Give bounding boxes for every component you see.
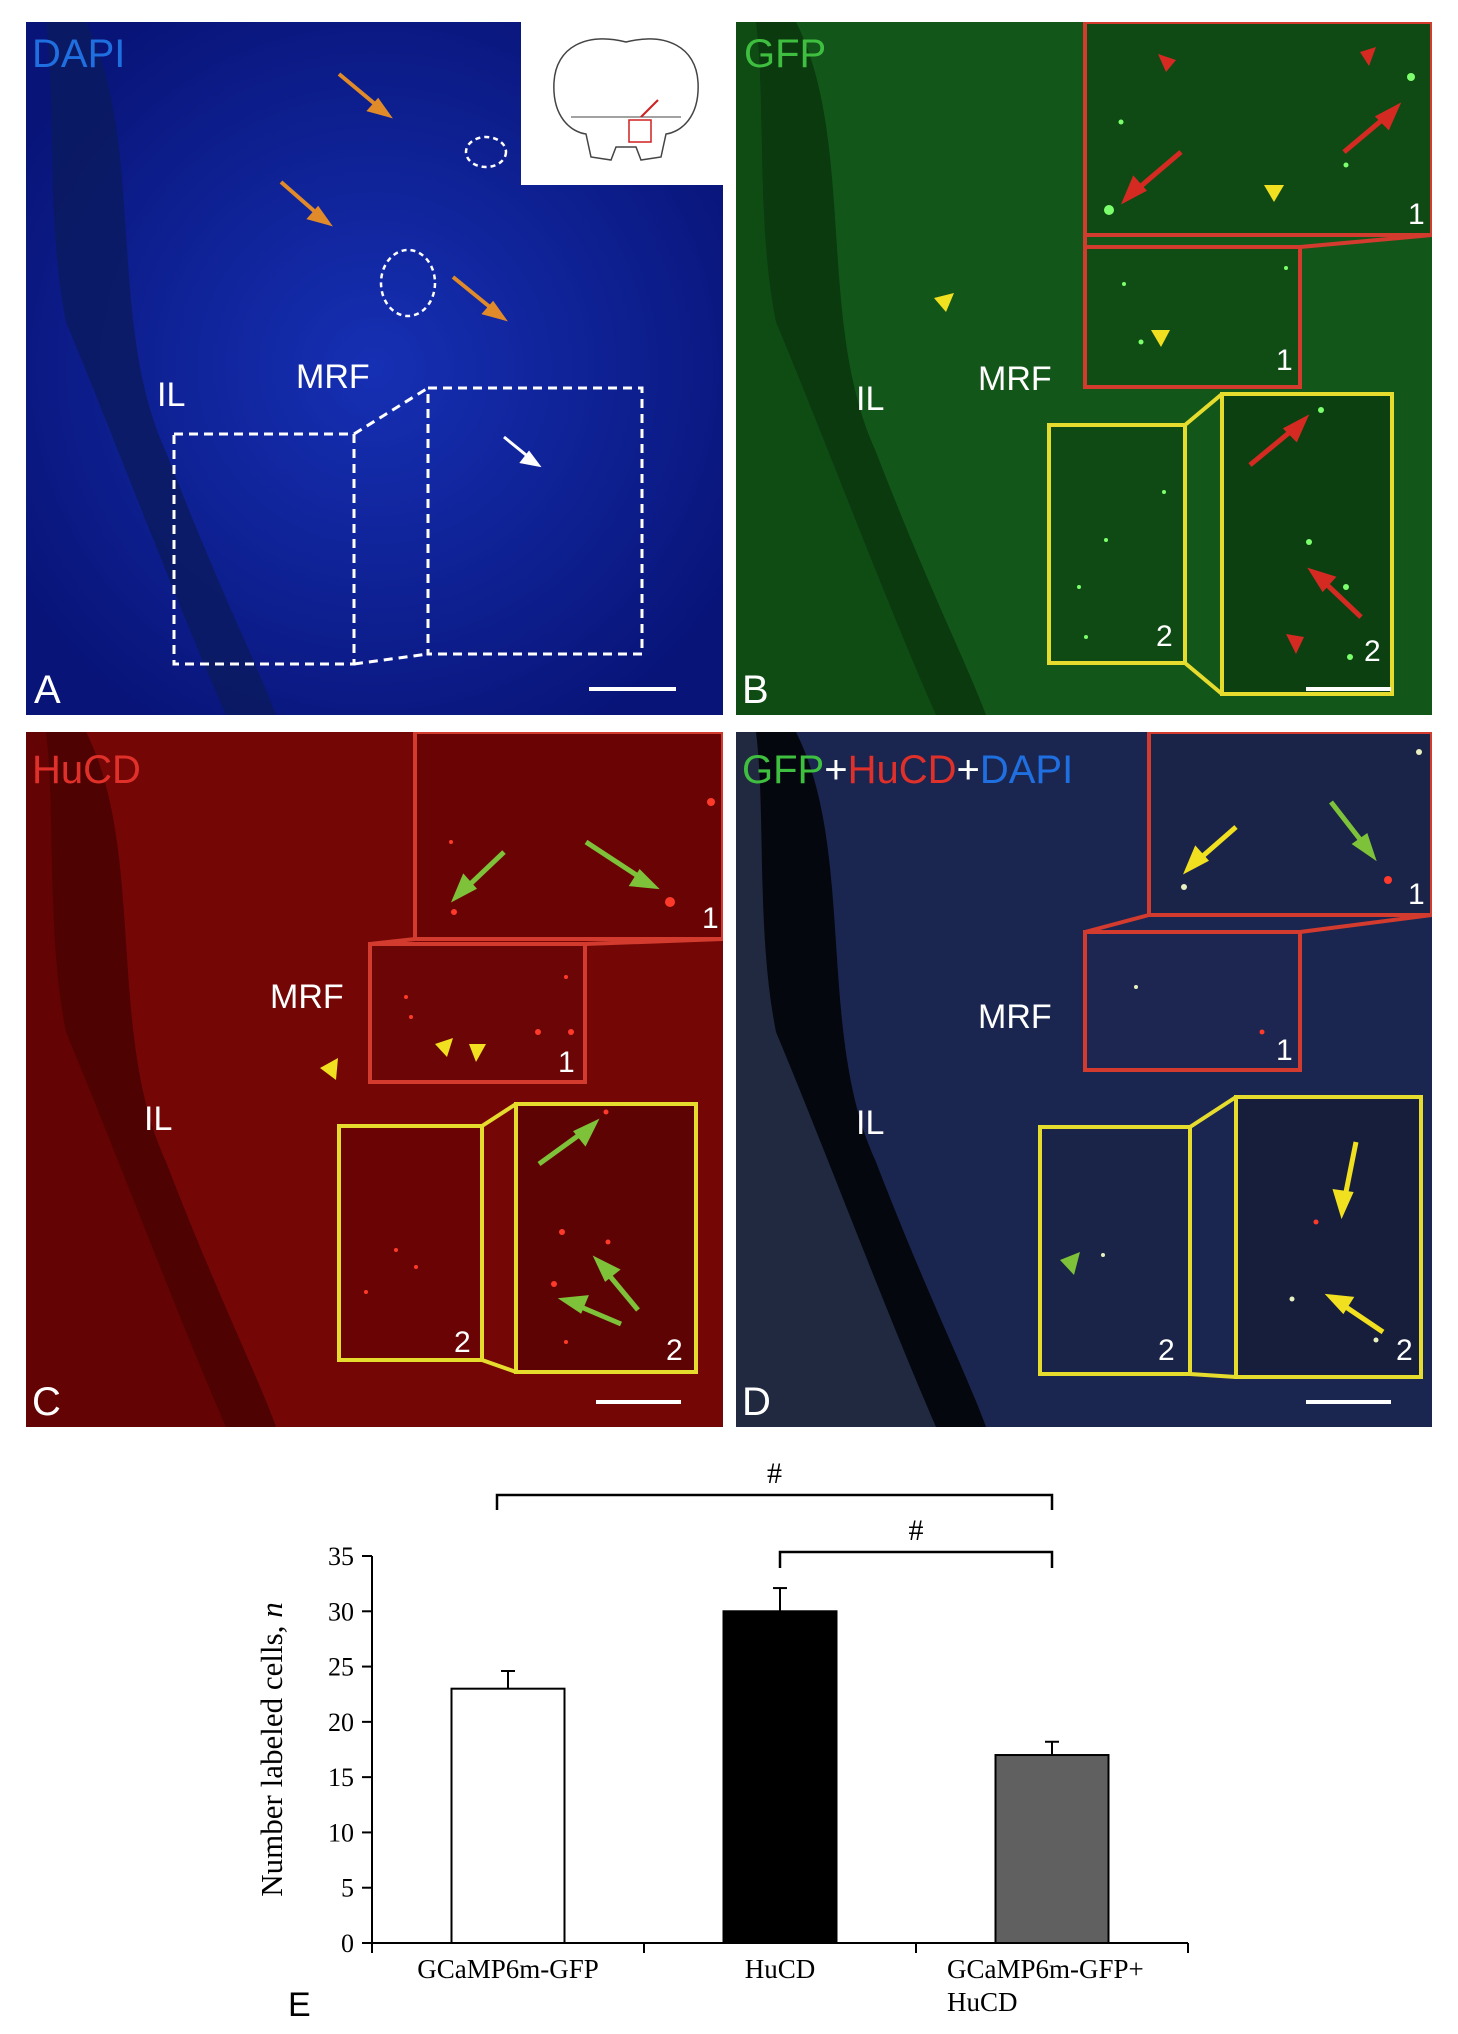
- yellow-arrows: [1182, 825, 1385, 1335]
- inset-number: 1: [1408, 878, 1425, 911]
- y-tick-label: 25: [328, 1653, 354, 1682]
- green-arrows: [450, 839, 660, 1327]
- region-label-il: IL: [856, 380, 885, 418]
- orange-arrows: [279, 72, 508, 322]
- panel-letter: D: [742, 1380, 771, 1424]
- dashed-roi-box: [172, 432, 356, 666]
- panel-d-image: [736, 732, 1432, 1427]
- inset-number: 1: [702, 902, 719, 935]
- panel-d-merge: GFP+HuCD+DAPI IL MRF 1 1 2 2 D: [736, 732, 1432, 1427]
- panel-e-chart: 0 5 10 15 20 25 30 35 GCaMP6m-GFP HuCD GCaMP6m-GFP…: [0, 1440, 1458, 2029]
- x-category-label: HuCD: [947, 1987, 1018, 2017]
- channel-title: DAPI: [32, 32, 126, 76]
- y-tick-label: 35: [328, 1542, 354, 1571]
- inset-1-zoom: [413, 732, 723, 941]
- region-label-mrf: MRF: [270, 978, 344, 1016]
- inset-number: 1: [558, 1046, 575, 1079]
- region-label-il: IL: [157, 376, 186, 414]
- y-tick-label: 0: [341, 1929, 354, 1958]
- inset-1-roi: [1083, 930, 1302, 1072]
- dashed-ellipse-small: [464, 135, 508, 169]
- y-tick-label: 15: [328, 1763, 354, 1792]
- bar: [722, 1610, 838, 1945]
- inset-2-roi: [1047, 423, 1187, 665]
- inset-1-roi: [1083, 245, 1302, 389]
- bar: [450, 1687, 566, 1944]
- y-tick-label: 30: [328, 1597, 354, 1626]
- x-category-label: GCaMP6m-GFP: [417, 1954, 599, 1984]
- inset-1-roi: [368, 942, 587, 1084]
- significance-marker: #: [767, 1457, 782, 1490]
- inset-2-roi: [337, 1124, 484, 1362]
- y-axis-label: Number labeled cells, n: [254, 1602, 289, 1896]
- yellow-arrowheads: [320, 1038, 486, 1080]
- panel-letter: B: [742, 668, 769, 712]
- brain-schematic-inset: [521, 22, 723, 185]
- red-arrowheads: [1158, 47, 1376, 654]
- x-category-label: HuCD: [745, 1954, 816, 1984]
- region-label-mrf: MRF: [978, 998, 1052, 1036]
- panel-letter: E: [288, 1986, 311, 2024]
- channel-gfp: GFP: [742, 748, 825, 792]
- panel-b-gfp: GFP IL MRF 1 1 2 2 B: [736, 22, 1432, 715]
- inset-1-zoom: [1147, 732, 1432, 917]
- panel-c-hucd: HuCD IL MRF 1 1 2 2 C: [26, 732, 723, 1427]
- panel-a-dapi: DAPI IL MRF A: [26, 22, 723, 715]
- channel-title: HuCD: [32, 748, 141, 792]
- region-label-mrf: MRF: [978, 360, 1052, 398]
- channel-dapi: DAPI: [979, 748, 1074, 792]
- x-category-label: GCaMP6m-GFP+: [947, 1954, 1144, 1984]
- plus-sign: +: [956, 748, 980, 792]
- channel-title-merge: GFP+HuCD+DAPI: [742, 750, 1073, 790]
- inset-2-roi: [1038, 1125, 1192, 1376]
- region-label-il: IL: [856, 1104, 885, 1142]
- significance-marker: #: [909, 1514, 924, 1547]
- red-arrows: [1120, 102, 1402, 619]
- significance-bracket: [778, 1550, 1054, 1568]
- inset-number: 2: [1158, 1334, 1175, 1367]
- y-tick-label: 10: [328, 1818, 354, 1847]
- significance-bracket: [495, 1493, 1054, 1510]
- region-label-mrf: MRF: [296, 358, 370, 396]
- inset-2-zoom: [1234, 1095, 1423, 1379]
- dashed-zoom-box: [426, 386, 644, 656]
- inset-number: 2: [1364, 635, 1381, 668]
- panel-letter: A: [34, 668, 61, 712]
- white-arrow: [503, 435, 542, 468]
- panel-letter: C: [32, 1380, 61, 1424]
- y-axis-label-italic: n: [254, 1602, 289, 1618]
- green-arrowhead: [1060, 1252, 1080, 1275]
- y-tick-label: 5: [341, 1874, 354, 1903]
- panel-a-image: [26, 22, 723, 715]
- y-tick-label: 20: [328, 1708, 354, 1737]
- panel-b-image: [736, 22, 1432, 715]
- region-label-il: IL: [144, 1100, 173, 1138]
- inset-number: 1: [1276, 344, 1293, 377]
- inset-number: 1: [1276, 1034, 1293, 1067]
- inset-1-zoom: [1083, 22, 1432, 237]
- yellow-arrowheads: [934, 185, 1284, 347]
- bar: [994, 1754, 1110, 1944]
- green-arrow: [1329, 800, 1377, 862]
- panel-c-image: [26, 732, 723, 1427]
- inset-2-zoom: [514, 1102, 698, 1374]
- inset-number: 2: [1396, 1334, 1413, 1367]
- plus-sign: +: [824, 748, 848, 792]
- inset-number: 2: [454, 1326, 471, 1359]
- inset-number: 2: [666, 1334, 683, 1367]
- inset-number: 1: [1408, 198, 1425, 231]
- dashed-ellipse-large: [379, 248, 437, 318]
- channel-title: GFP: [744, 32, 827, 76]
- inset-number: 2: [1156, 620, 1173, 653]
- y-axis-label-text: Number labeled cells,: [254, 1618, 289, 1897]
- channel-hucd: HuCD: [847, 748, 957, 792]
